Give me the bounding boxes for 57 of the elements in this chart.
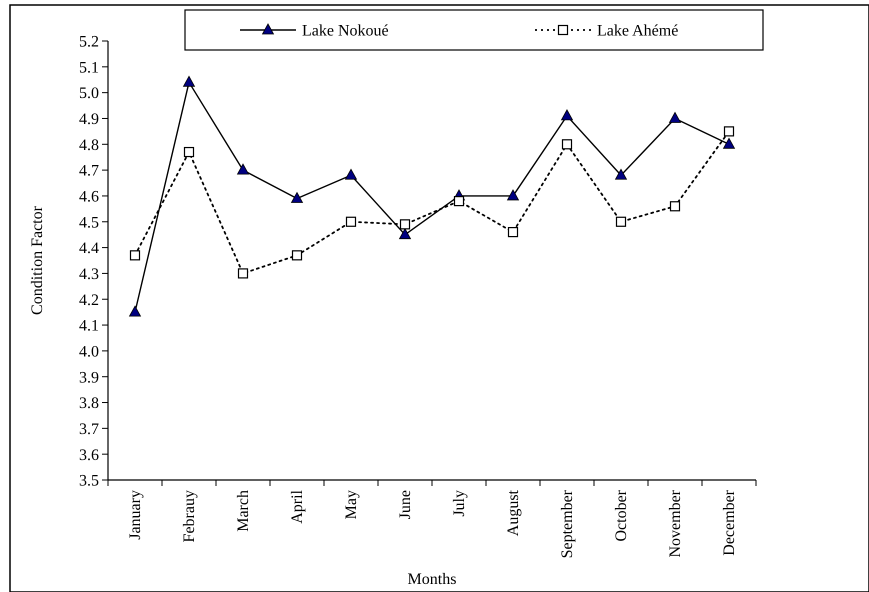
point xyxy=(508,226,518,238)
y-tick-label: 3.9 xyxy=(79,369,99,386)
point xyxy=(723,138,735,149)
x-tick-label: April xyxy=(289,489,306,524)
x-axis-title: Months xyxy=(408,571,456,588)
x-tick-label: July xyxy=(451,490,468,517)
y-tick-label: 4.4 xyxy=(79,240,99,258)
x-tick-label: August xyxy=(505,489,522,536)
y-tick-label: 3.8 xyxy=(79,395,99,412)
point xyxy=(561,109,573,120)
point xyxy=(400,219,410,230)
point xyxy=(724,126,734,136)
legend-label: Lake Nokoué xyxy=(302,22,389,40)
point xyxy=(183,76,195,87)
x-tick-label: September xyxy=(559,489,576,558)
point xyxy=(562,139,572,150)
point xyxy=(615,168,627,180)
y-tick-label: 4.6 xyxy=(79,188,99,206)
y-tick-label: 5.1 xyxy=(79,59,99,76)
x-tick-label: January xyxy=(127,490,144,540)
y-tick-label: 4.5 xyxy=(79,214,99,232)
y-tick-label: 4.7 xyxy=(79,162,99,180)
point xyxy=(616,216,626,227)
y-tick-label: 4.2 xyxy=(79,292,99,309)
y-tick-label: 3.7 xyxy=(79,420,99,438)
point xyxy=(399,228,411,240)
x-tick-label: May xyxy=(343,490,360,520)
point xyxy=(346,216,356,227)
point xyxy=(238,268,248,279)
point xyxy=(129,306,141,317)
x-tick-label: March xyxy=(235,490,252,532)
point xyxy=(454,196,464,206)
legend-label: Lake Ahémé xyxy=(597,22,678,40)
point xyxy=(670,201,680,212)
x-tick-label: June xyxy=(397,490,414,520)
point xyxy=(184,146,194,158)
point xyxy=(237,164,249,175)
y-tick-label: 5.2 xyxy=(79,34,99,51)
y-tick-label: 3.6 xyxy=(79,446,99,464)
y-tick-label: 4.1 xyxy=(79,318,99,335)
y-tick-label: 5.0 xyxy=(79,85,99,102)
point xyxy=(291,192,303,203)
y-tick-label: 4.0 xyxy=(79,343,99,360)
point xyxy=(669,112,681,123)
x-tick-label: December xyxy=(721,489,738,556)
point xyxy=(292,250,302,260)
y-tick-label: 4.3 xyxy=(79,266,99,284)
y-tick-label: 4.8 xyxy=(79,136,99,154)
y-axis-title: Condition Factor xyxy=(29,205,46,315)
point xyxy=(130,250,140,260)
x-tick-label: November xyxy=(667,489,684,558)
y-tick-label: 3.5 xyxy=(79,472,99,490)
point xyxy=(507,190,519,200)
x-tick-label: Febrauy xyxy=(181,490,198,542)
y-tick-label: 4.9 xyxy=(79,111,99,128)
x-tick-label: October xyxy=(613,489,630,542)
point xyxy=(345,168,357,180)
